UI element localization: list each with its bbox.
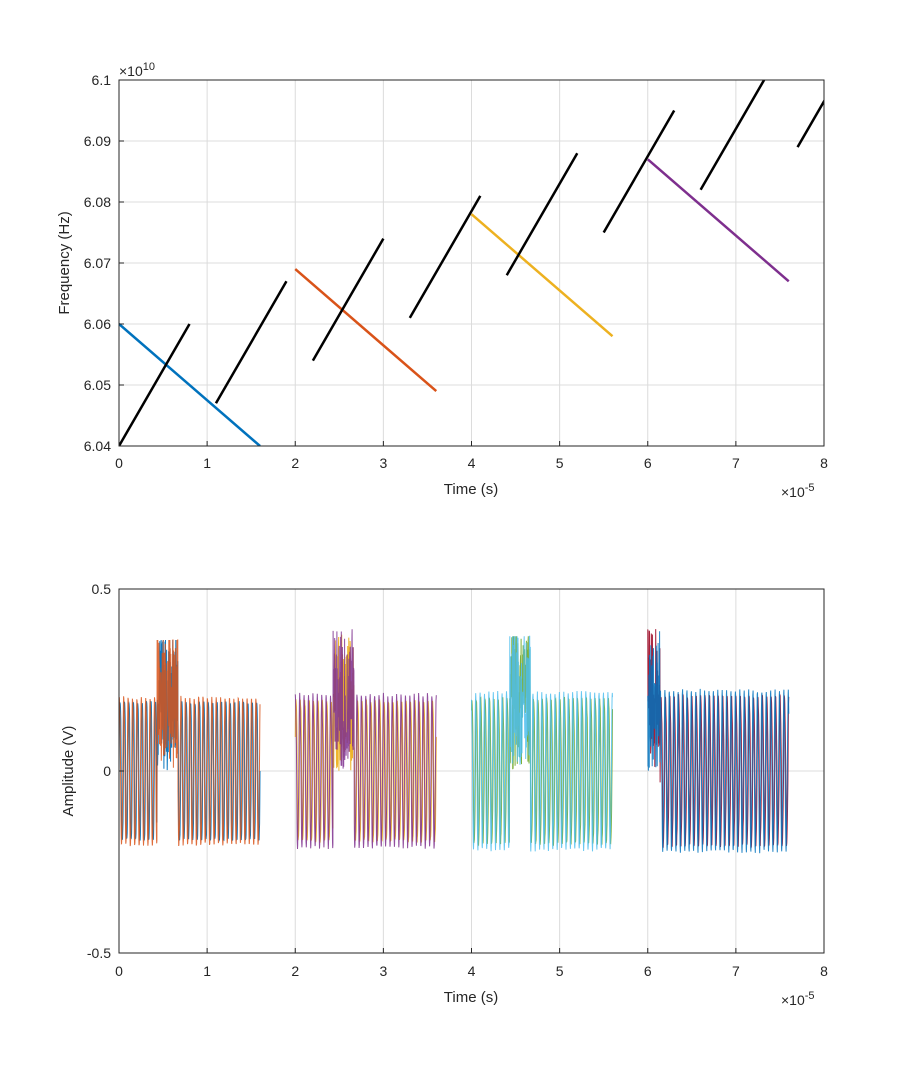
- x-tick-label: 6: [644, 963, 652, 979]
- x-tick-label: 0: [115, 963, 123, 979]
- x-tick-label: 1: [203, 963, 211, 979]
- frequency-plot-data: [119, 80, 824, 446]
- signal-burst-2-trace-2: [294, 629, 437, 850]
- upchirp-line-5: [505, 152, 579, 276]
- amplitude-plot-ticks: 0 1 2 3 4 5 6 7 8-0.500.5: [87, 581, 828, 979]
- y-tick-label: 0.5: [92, 581, 112, 597]
- y-tick-label: 6.1: [92, 72, 112, 88]
- x-tick-label: 5: [556, 455, 564, 471]
- upchirp-line-8: [796, 98, 824, 148]
- frequency-plot-xlabel: Time (s): [444, 481, 498, 498]
- signal-burst-4-trace-2: [647, 631, 790, 854]
- y-tick-label: 0: [103, 763, 111, 779]
- upchirp-line-2: [214, 280, 288, 404]
- x-exponent-base: ×10: [781, 484, 805, 500]
- x-tick-label: 8: [820, 963, 828, 979]
- y-tick-label: 6.09: [84, 133, 111, 149]
- x-tick-label: 7: [732, 455, 740, 471]
- y-exponent-power: 10: [143, 61, 155, 73]
- x-tick-label: 3: [379, 963, 387, 979]
- signal-burst-3-trace-2: [471, 635, 613, 852]
- downchirp-line-2: [294, 268, 438, 393]
- x-tick-label: 2: [291, 455, 299, 471]
- amplitude-plot-ylabel: Amplitude (V): [60, 726, 77, 817]
- amplitude-plot-xlabel: Time (s): [444, 989, 498, 1006]
- frequency-plot-ticks: 0 1 2 3 4 5 6 7 8 6.04 6.05 6.06 6.07 6.08 6.09 6.1: [84, 72, 828, 471]
- amplitude-plot-data: [119, 629, 790, 854]
- x-exponent-base: ×10: [781, 992, 805, 1008]
- frequency-plot-x-exponent: ×10-5: [781, 482, 815, 500]
- x-tick-label: 0: [115, 455, 123, 471]
- frequency-plot-y-exponent: ×1010: [119, 61, 155, 79]
- x-tick-label: 2: [291, 963, 299, 979]
- signal-burst-1-trace-2: [119, 639, 261, 847]
- y-tick-label: 6.06: [84, 316, 111, 332]
- x-tick-label: 7: [732, 963, 740, 979]
- x-tick-label: 1: [203, 455, 211, 471]
- amplitude-plot: 0 1 2 3 4 5 6 7 8-0.500.5 Time (s) Amplitude (V)…: [60, 581, 828, 1008]
- x-exponent-power: -5: [805, 990, 815, 1002]
- y-tick-label: -0.5: [87, 945, 111, 961]
- upchirp-line-4: [408, 195, 482, 319]
- upchirp-line-6: [602, 109, 676, 234]
- x-exponent-power: -5: [805, 482, 815, 494]
- x-tick-label: 6: [644, 455, 652, 471]
- x-tick-label: 5: [556, 963, 564, 979]
- y-tick-label: 6.08: [84, 194, 111, 210]
- y-tick-label: 6.07: [84, 255, 111, 271]
- downchirp-line-3: [470, 213, 614, 338]
- frequency-plot: 0 1 2 3 4 5 6 7 8 6.04 6.05 6.06 6.07 6.08 6.09 6.1 Tim…: [56, 61, 828, 500]
- x-tick-label: 3: [379, 455, 387, 471]
- x-tick-label: 4: [468, 963, 476, 979]
- downchirp-line-1: [119, 323, 261, 446]
- downchirp-line-4: [646, 158, 790, 283]
- x-tick-label: 4: [468, 455, 476, 471]
- frequency-plot-ylabel: Frequency (Hz): [56, 211, 73, 314]
- upchirp-line-1: [119, 323, 191, 446]
- upchirp-line-3: [311, 237, 385, 362]
- y-tick-label: 6.05: [84, 377, 111, 393]
- amplitude-plot-x-exponent: ×10-5: [781, 990, 815, 1008]
- x-tick-label: 8: [820, 455, 828, 471]
- upchirp-line-7: [699, 80, 766, 191]
- y-tick-label: 6.04: [84, 438, 111, 454]
- y-exponent-base: ×10: [119, 63, 143, 79]
